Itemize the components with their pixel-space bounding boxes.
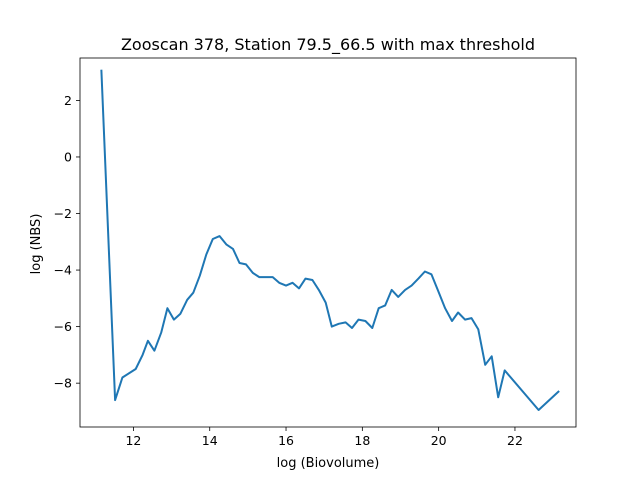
x-tick-label: 12 [125,433,141,448]
x-axis-label: log (Biovolume) [277,456,380,471]
x-tick-label: 18 [354,433,370,448]
y-tick-label: 2 [64,93,72,108]
y-tick-label: −6 [54,319,72,334]
chart-title: Zooscan 378, Station 79.5_66.5 with max … [121,35,535,55]
x-tick-label: 14 [202,433,218,448]
y-tick-label: −2 [54,206,72,221]
x-tick-label: 20 [431,433,447,448]
y-tick-label: 0 [64,149,72,164]
y-axis-label: log (NBS) [29,214,44,275]
series-line [100,69,560,411]
x-tick-label: 16 [278,433,294,448]
y-tick-label: −8 [54,376,72,391]
y-tick-label: −4 [54,263,72,278]
x-tick-label: 22 [507,433,523,448]
axes-frame [79,57,577,428]
